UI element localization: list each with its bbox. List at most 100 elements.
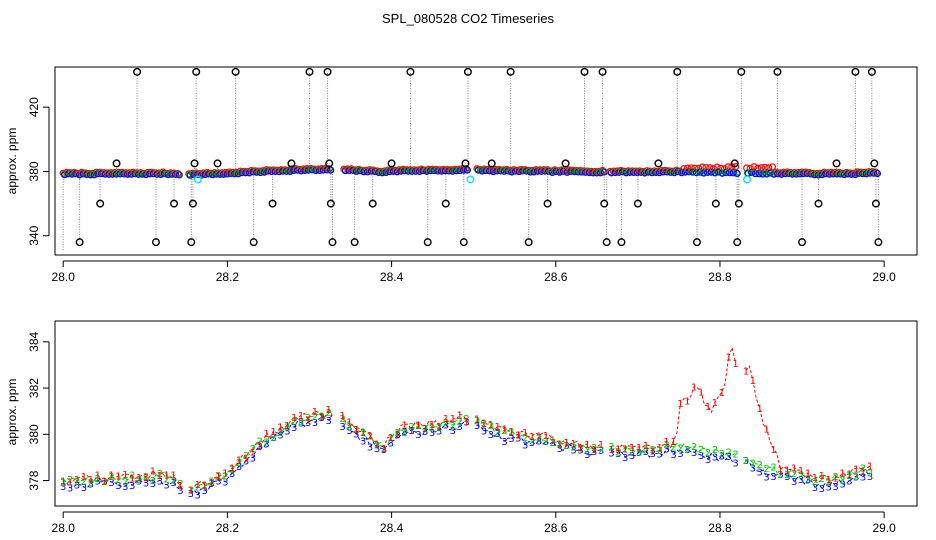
series-1-symbol: 1 <box>812 473 818 484</box>
x-tick-label: 28.0 <box>52 521 76 535</box>
series-1-symbol: 1 <box>429 420 435 431</box>
series-3-symbol: 3 <box>757 468 763 479</box>
series-3-symbol: 3 <box>291 423 297 434</box>
co2-point-red <box>606 167 614 176</box>
spike-point <box>112 159 121 168</box>
series-3-symbol: 3 <box>436 427 442 438</box>
series-2-symbol: 2 <box>501 426 507 437</box>
series-1-symbol: 1 <box>598 440 604 451</box>
series-2-symbol: 2 <box>536 434 542 445</box>
series-1-symbol: 1 <box>853 464 859 475</box>
spike-point <box>874 238 883 247</box>
co2-point-blue <box>689 168 697 176</box>
bottom-panel-plot-box <box>54 320 918 507</box>
series-2-symbol: 2 <box>598 446 604 457</box>
spike-point <box>692 238 701 247</box>
series-1-symbol: 1 <box>832 473 838 484</box>
series-1-symbol: 1 <box>436 422 442 433</box>
series-1-symbol: 1 <box>415 421 421 432</box>
co2-point-red <box>794 168 802 177</box>
spike-point <box>733 238 742 247</box>
series-2-line <box>476 419 602 451</box>
series-2-symbol: 2 <box>381 444 387 455</box>
series-1-symbol: 1 <box>270 427 276 438</box>
series-2-symbol: 2 <box>170 476 176 487</box>
series-3-line <box>476 424 602 456</box>
co2-point-red <box>244 167 252 176</box>
series-1-symbol: 1 <box>463 417 469 428</box>
co2-point-red <box>66 169 75 177</box>
spike-point <box>75 238 84 247</box>
series-1-symbol: 1 <box>584 440 590 451</box>
series-2-symbol: 2 <box>622 445 628 456</box>
co2-point-red <box>621 167 629 175</box>
series-3-symbol: 3 <box>136 477 142 488</box>
co2-point-red <box>506 166 514 175</box>
top-panel-y-axis: 340 380 420 <box>27 97 50 246</box>
spike-point <box>287 159 296 168</box>
series-1-symbol: 1 <box>243 454 249 465</box>
series-2-symbol: 2 <box>798 470 804 481</box>
series-1-symbol: 1 <box>732 359 738 370</box>
co2-point-red <box>779 168 788 176</box>
series-3-symbol: 3 <box>698 451 704 462</box>
series-2-symbol: 2 <box>791 469 797 480</box>
co2-point-red <box>454 165 463 173</box>
series-3-symbol: 3 <box>577 446 583 457</box>
bottom-panel-x-axis: 28.0 28.2 28.4 28.6 28.8 29.0 <box>52 511 896 535</box>
co2-point-blue <box>175 171 183 179</box>
co2-point-red <box>687 164 695 172</box>
series-3-symbol: 3 <box>108 478 114 489</box>
series-2-symbol: 2 <box>819 474 825 485</box>
series-1-symbol: 1 <box>143 473 149 484</box>
co2-point-red <box>318 165 326 173</box>
series-1-symbol: 1 <box>784 466 790 477</box>
series-2-line <box>190 411 333 490</box>
series-3-symbol: 3 <box>563 441 569 452</box>
series-3-symbol: 3 <box>726 452 732 463</box>
series-2-symbol: 2 <box>577 443 583 454</box>
series-3-symbol: 3 <box>263 440 269 451</box>
series-1-symbol: 1 <box>222 468 228 479</box>
series-3-symbol: 3 <box>284 427 290 438</box>
co2-point-red <box>562 167 570 175</box>
spike-point <box>213 159 222 168</box>
series-1-symbol: 1 <box>277 423 283 434</box>
series-1-line <box>190 407 333 490</box>
series-1-symbol: 1 <box>74 475 80 486</box>
spike-point <box>231 67 240 76</box>
series-3-symbol: 3 <box>691 448 697 459</box>
series-2-symbol: 2 <box>784 470 790 481</box>
series-3-symbol: 3 <box>95 477 101 488</box>
series-1-line <box>745 364 871 481</box>
series-2-symbol: 2 <box>563 441 569 452</box>
co2-point-red <box>824 169 832 177</box>
series-1-symbol: 1 <box>236 456 242 467</box>
series-3-symbol: 3 <box>663 445 669 456</box>
series-2-symbol: 2 <box>826 478 832 489</box>
series-1-symbol: 1 <box>570 439 576 450</box>
series-2-symbol: 2 <box>860 463 866 474</box>
series-2-symbol: 2 <box>750 458 756 469</box>
series-1-symbol: 1 <box>305 415 311 426</box>
x-tick-label: 28.4 <box>380 270 404 284</box>
series-2-symbol: 2 <box>677 444 683 455</box>
co2-point-blue <box>707 168 715 176</box>
figure-title: SPL_080528 CO2 Timeseries <box>382 11 554 26</box>
series-2-symbol: 2 <box>529 437 535 448</box>
series-2-symbol: 2 <box>422 424 428 435</box>
series-1-symbol: 1 <box>195 480 201 491</box>
series-3-symbol: 3 <box>777 470 783 481</box>
series-1-symbol: 1 <box>353 425 359 436</box>
series-2-symbol: 2 <box>298 417 304 428</box>
series-1-symbol: 1 <box>757 404 763 415</box>
co2-point-red <box>392 166 400 174</box>
series-3-line <box>342 420 467 450</box>
series-2-symbol: 2 <box>495 427 501 438</box>
co2-point-red <box>528 166 536 175</box>
series-1-symbol: 1 <box>860 467 866 478</box>
bottom-panel-y-label: approx. ppm <box>5 379 19 446</box>
co2-point-red <box>477 165 485 174</box>
